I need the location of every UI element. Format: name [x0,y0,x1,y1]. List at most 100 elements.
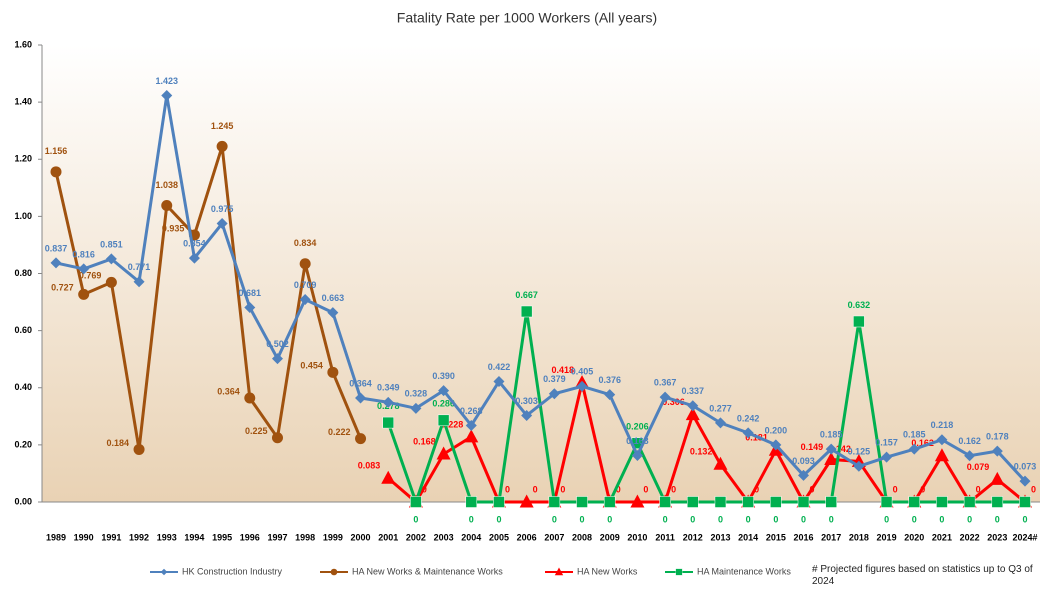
data-label: 0.376 [598,375,621,385]
data-label: 0.418 [551,365,574,375]
point [908,443,920,455]
point [824,451,839,465]
data-label: 0.328 [405,389,428,399]
x-tick-label: 2018 [849,532,869,542]
data-label: 0.681 [239,288,262,298]
point [382,396,394,408]
point [604,389,616,401]
data-label: 0.454 [300,361,323,371]
data-label: 0.185 [903,430,926,440]
data-label: 0.364 [349,378,372,388]
point [798,469,810,481]
x-tick-label: 2006 [517,532,537,542]
x-tick-label: 2011 [655,532,675,542]
data-label: 0.206 [626,422,649,432]
point [825,443,837,455]
data-label: 0.083 [358,461,381,471]
data-label: 0.184 [107,438,130,448]
point [161,200,173,212]
legend-label: HA New Works & Maintenance Works [352,566,503,576]
data-label: 0 [1031,484,1036,494]
data-label: 0 [496,514,501,524]
point [548,388,560,400]
data-label: 0 [893,484,898,494]
data-label: 1.038 [155,180,178,190]
chart-title: Fatality Rate per 1000 Workers (All year… [397,10,657,26]
x-tick-label: 2012 [683,532,703,542]
point [465,496,478,508]
point [934,448,949,462]
x-tick-label: 2007 [544,532,564,542]
data-label: 0.837 [45,243,68,253]
x-tick-label: 2022 [960,532,980,542]
data-label: 0.632 [848,300,871,310]
data-label: 0.337 [682,386,705,396]
data-label: 0.816 [72,249,95,259]
data-label: 0.727 [51,283,74,293]
data-label: 0.663 [322,293,345,303]
point [685,407,700,421]
data-label: 0.225 [245,426,268,436]
point [105,253,117,265]
point [299,258,311,270]
data-label: 0.163 [626,436,649,446]
x-tick-label: 1997 [267,532,287,542]
point [381,470,396,484]
point [1019,475,1031,487]
point [714,496,727,508]
data-label: 0.178 [986,432,1009,442]
data-label: 0.228 [441,419,464,429]
data-label: 0 [616,484,621,494]
point [271,432,283,444]
legend-marker [160,568,168,576]
x-tick-label: 1998 [295,532,315,542]
x-tick-label: 2005 [489,532,509,542]
point [659,496,671,508]
data-label: 0.162 [958,436,981,446]
data-label: 0 [552,514,557,524]
x-tick-label: 2001 [378,532,398,542]
series-line [387,382,1026,505]
point [244,301,256,313]
data-label: 0.303 [515,396,538,406]
x-tick-label: 1995 [212,532,232,542]
data-label: 0.405 [571,367,594,377]
data-label: 0.157 [875,438,898,448]
data-label: 0.268 [460,406,483,416]
data-label: 0 [773,514,778,524]
data-label: 0.125 [848,447,871,457]
point [493,375,505,387]
data-label: 0.073 [1014,462,1037,472]
x-tick-label: 1996 [240,532,260,542]
point [881,451,893,463]
x-tick-label: 2004 [461,532,481,542]
point [327,366,339,378]
y-tick-label: 0.00 [14,496,32,506]
data-label: 0.306 [662,397,685,407]
x-tick-label: 2013 [710,532,730,542]
point [133,276,145,288]
point [770,496,782,508]
data-label: 0 [643,484,648,494]
x-tick-label: 2016 [793,532,813,542]
point [880,496,893,508]
x-tick-label: 2021 [932,532,952,542]
data-label: 0 [607,514,612,524]
x-tick-label: 2017 [821,532,841,542]
point [50,257,62,269]
data-label: 0 [801,514,806,524]
data-label: 0.286 [432,399,455,409]
point [50,166,62,178]
data-label: 0 [580,514,585,524]
point [410,496,422,508]
data-label: 0.771 [128,262,151,272]
data-label: 0.218 [931,420,954,430]
point [687,400,699,412]
data-label: 0 [939,514,944,524]
point [576,380,588,392]
data-label: 0.854 [183,238,206,248]
data-label: 0.168 [413,436,436,446]
legend-marker [675,568,683,576]
